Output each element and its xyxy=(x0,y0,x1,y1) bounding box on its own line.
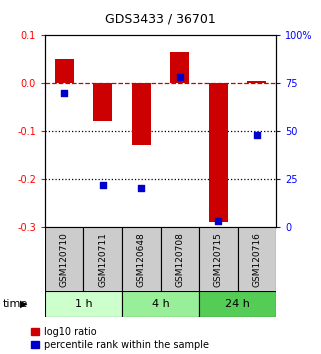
Point xyxy=(62,90,67,96)
Bar xyxy=(122,291,199,317)
Bar xyxy=(55,59,74,83)
Bar xyxy=(132,83,151,145)
Bar xyxy=(93,83,112,121)
Bar xyxy=(238,227,276,292)
Bar xyxy=(160,227,199,292)
Text: GSM120711: GSM120711 xyxy=(98,232,107,287)
Bar xyxy=(199,227,238,292)
Point xyxy=(216,218,221,224)
Legend: log10 ratio, percentile rank within the sample: log10 ratio, percentile rank within the … xyxy=(30,327,209,350)
Bar xyxy=(199,291,276,317)
Point xyxy=(100,182,105,187)
Bar xyxy=(170,52,189,83)
Bar xyxy=(209,83,228,222)
Text: GSM120648: GSM120648 xyxy=(137,232,146,287)
Text: time: time xyxy=(3,299,29,309)
Bar xyxy=(83,227,122,292)
Text: 1 h: 1 h xyxy=(75,299,92,309)
Text: GSM120708: GSM120708 xyxy=(175,232,184,287)
Text: GDS3433 / 36701: GDS3433 / 36701 xyxy=(105,13,216,26)
Text: GSM120716: GSM120716 xyxy=(252,232,261,287)
Bar xyxy=(247,81,266,83)
Text: ▶: ▶ xyxy=(20,299,28,309)
Text: 24 h: 24 h xyxy=(225,299,250,309)
Point xyxy=(177,75,182,80)
Bar xyxy=(122,227,160,292)
Bar xyxy=(45,291,122,317)
Text: GSM120710: GSM120710 xyxy=(60,232,69,287)
Point xyxy=(139,185,144,191)
Point xyxy=(254,132,259,138)
Text: GSM120715: GSM120715 xyxy=(214,232,223,287)
Bar xyxy=(45,227,83,292)
Text: 4 h: 4 h xyxy=(152,299,169,309)
